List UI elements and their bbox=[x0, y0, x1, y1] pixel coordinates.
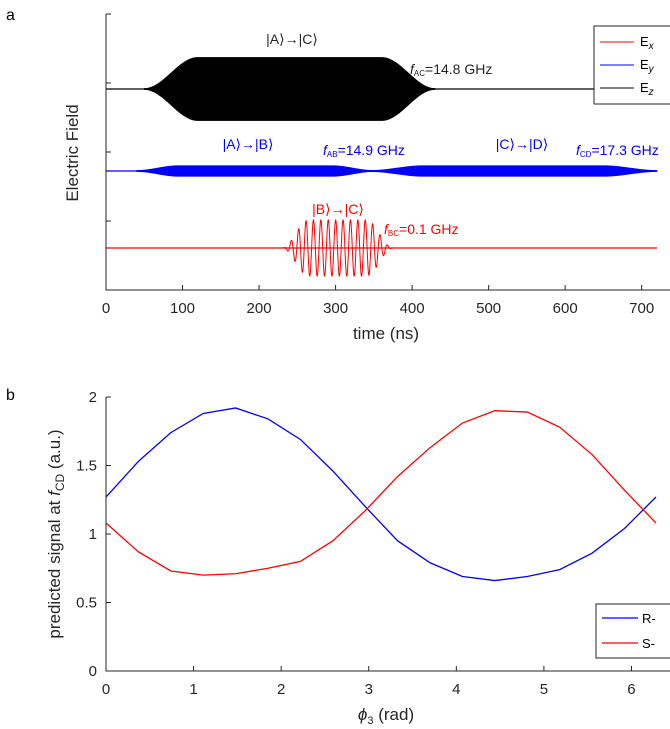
legend-label-ez: Ez bbox=[640, 80, 654, 98]
panel-label-a: a bbox=[6, 7, 15, 24]
annotation-frequency-bc: fBC=0.1 GHz bbox=[384, 221, 459, 238]
panel-a-chart: 0 100 200 300 400 500 600 700 time (ns) Electri… bbox=[63, 13, 670, 343]
x-tick-label: 400 bbox=[400, 300, 425, 317]
x-tick-label: 5 bbox=[540, 681, 548, 698]
legend-panel-b: R- S- bbox=[595, 603, 670, 659]
legend-label-ey: Ey bbox=[640, 57, 655, 75]
panel-a-xlabel: time (ns) bbox=[353, 324, 419, 343]
x-tick-label: 600 bbox=[553, 300, 578, 317]
signal-lines bbox=[105, 407, 657, 582]
series-line-s bbox=[105, 410, 657, 576]
annotation-transition-ac: |A⟩→|C⟩ bbox=[266, 31, 318, 47]
panel-b-chart: 0 0.5 1 1.5 2 0 1 2 3 4 5 6 ϕ3 (rad) predicted sig… bbox=[45, 389, 670, 727]
panel-label-b: b bbox=[6, 387, 15, 404]
y-tick-label: 1.5 bbox=[76, 458, 97, 475]
x-tick-label: 200 bbox=[247, 300, 272, 317]
annotation-frequency-cd: fCD=17.3 GHz bbox=[576, 142, 659, 159]
panel-b-x-ticks: 0 1 2 3 4 5 6 bbox=[102, 666, 636, 698]
annotation-transition-cd: |C⟩→|D⟩ bbox=[496, 136, 548, 152]
legend-label-ex: Ex bbox=[640, 34, 655, 52]
legend-label-r: R- bbox=[642, 611, 656, 626]
x-tick-label: 500 bbox=[476, 300, 501, 317]
legend-panel-a: Ex Ey Ez bbox=[593, 25, 670, 105]
x-tick-label: 6 bbox=[627, 681, 635, 698]
y-tick-label: 2 bbox=[89, 389, 97, 406]
panel-b-axes bbox=[105, 397, 670, 672]
x-tick-label: 3 bbox=[365, 681, 373, 698]
y-tick-label: 0 bbox=[89, 663, 97, 680]
panel-b-xlabel: ϕ3 (rad) bbox=[358, 705, 414, 727]
panel-b-y-ticks: 0 0.5 1 1.5 2 bbox=[76, 389, 111, 680]
panel-a-x-ticks: 0 100 200 300 400 500 600 700 bbox=[102, 285, 654, 317]
legend-label-s: S- bbox=[642, 636, 655, 651]
annotation-frequency-ab: fAB=14.9 GHz bbox=[323, 142, 405, 159]
annotation-transition-ab: |A⟩→|B⟩ bbox=[223, 136, 274, 152]
panel-a-ylabel: Electric Field bbox=[63, 104, 82, 201]
x-tick-label: 0 bbox=[102, 300, 110, 317]
annotation-transition-bc: |B⟩→|C⟩ bbox=[312, 201, 364, 217]
pulse-Ez bbox=[143, 57, 436, 121]
y-tick-label: 1 bbox=[89, 526, 97, 543]
x-tick-label: 4 bbox=[452, 681, 460, 698]
pulse-waveforms bbox=[106, 57, 658, 278]
panel-a-y-ticks bbox=[106, 13, 111, 291]
x-tick-label: 700 bbox=[629, 300, 654, 317]
x-tick-label: 0 bbox=[102, 681, 110, 698]
x-tick-label: 1 bbox=[189, 681, 197, 698]
panel-b-ylabel: predicted signal at fCD (a.u.) bbox=[45, 429, 67, 638]
x-tick-label: 300 bbox=[323, 300, 348, 317]
series-line-r bbox=[105, 407, 657, 582]
x-tick-label: 2 bbox=[277, 681, 285, 698]
x-tick-label: 100 bbox=[170, 300, 195, 317]
y-tick-label: 0.5 bbox=[76, 595, 97, 612]
annotation-frequency-ac: fAC=14.8 GHz bbox=[410, 61, 492, 78]
legend-box bbox=[595, 603, 670, 659]
pulse-Ex bbox=[282, 218, 393, 278]
pulse-Ey bbox=[136, 165, 375, 177]
pulse-Ey bbox=[369, 165, 658, 177]
